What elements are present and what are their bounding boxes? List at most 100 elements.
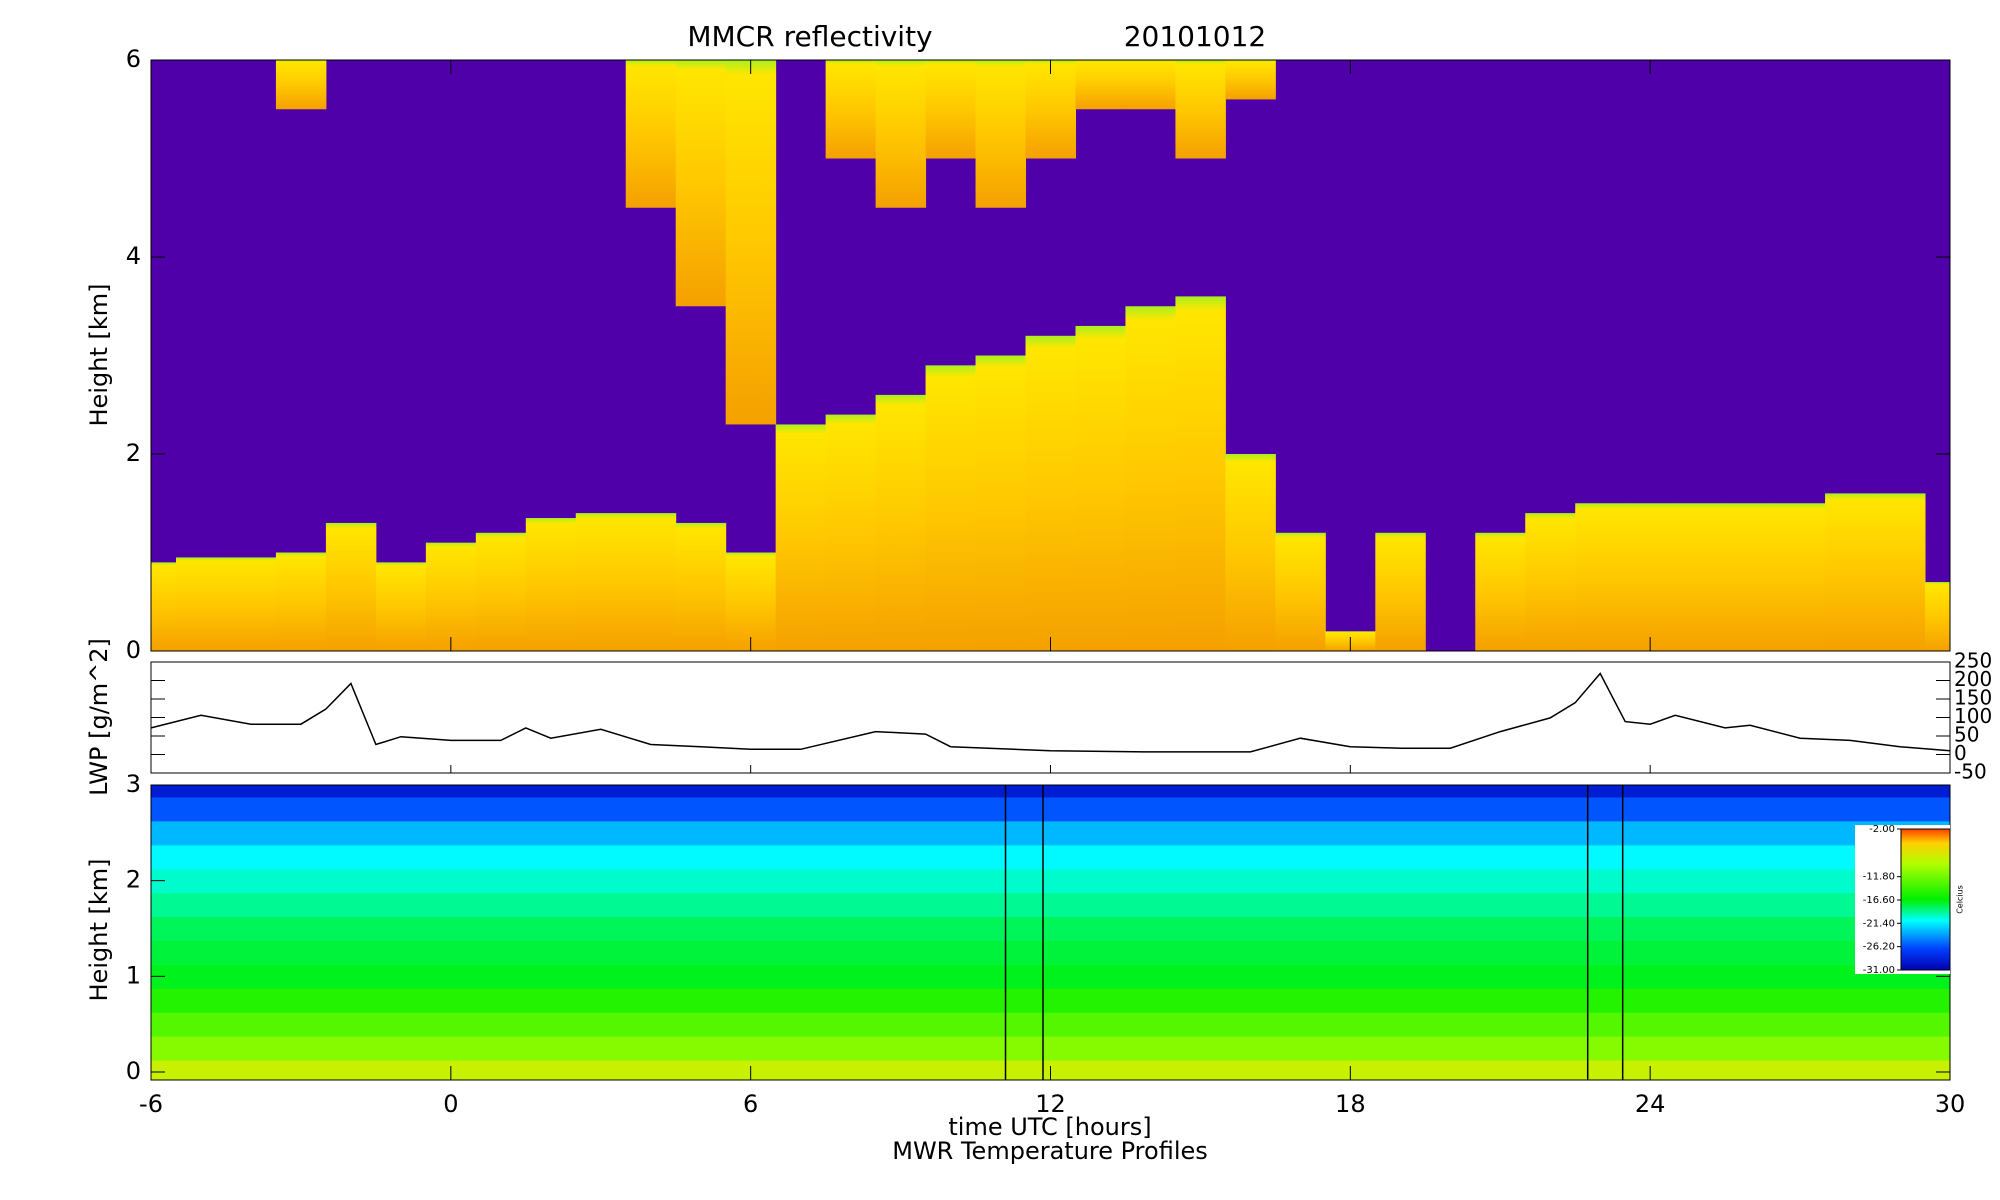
cloud-column	[1275, 532, 1326, 651]
cloud-column	[825, 414, 877, 651]
x-tick-label: -6	[139, 1090, 163, 1118]
y2-tick-label: 250	[1954, 649, 1992, 673]
cloud-column	[1375, 532, 1426, 651]
cloud-column	[1175, 296, 1226, 651]
temperature-band	[151, 868, 1950, 894]
temperature-band	[151, 964, 1950, 989]
colorbar-label: Celcius	[1956, 885, 1965, 914]
x-tick-label: 6	[743, 1090, 758, 1118]
y-tick-label: 2	[126, 866, 141, 894]
cloud-column	[425, 542, 477, 651]
cloud-column	[275, 552, 327, 651]
frame	[150, 661, 1951, 774]
cloud-column	[875, 394, 927, 651]
colorbar-tick-label: -11.80	[1863, 872, 1895, 883]
cloud-column	[675, 522, 727, 651]
axes: 0246-500501001502002500123-2.00-11.80-16…	[126, 45, 1992, 1118]
cloud-column	[975, 355, 1027, 651]
cloud-column	[151, 562, 177, 651]
temperature-band	[151, 916, 1950, 941]
temperature-band	[151, 785, 1950, 798]
colorbar-tick-label: -2.00	[1869, 824, 1895, 835]
lwp-line	[150, 672, 1951, 753]
y-axis-label: Height [km]	[85, 284, 113, 427]
colorbar-tick-label: -21.40	[1863, 918, 1895, 929]
cloud-column	[1075, 60, 1126, 110]
cloud-column	[775, 424, 827, 651]
temperature-band	[151, 940, 1950, 965]
y2-tick-label: 50	[1954, 723, 1979, 747]
y2-tick-label: 0	[1954, 741, 1967, 765]
y2-tick-label: 150	[1954, 686, 1992, 710]
temperature-band	[151, 1012, 1950, 1037]
cloud-column	[525, 518, 577, 651]
y-tick-label: 4	[126, 242, 141, 270]
cloud-column	[875, 60, 927, 208]
cloud-column	[725, 60, 777, 425]
cloud-column	[1725, 503, 1776, 651]
colorbar-tick-label: -31.00	[1863, 965, 1895, 976]
y-tick-label: 6	[126, 45, 141, 73]
cloud-column	[1075, 325, 1126, 651]
cloud-column	[1225, 454, 1276, 651]
x-tick-label: 18	[1335, 1090, 1366, 1118]
cloud-column	[1525, 513, 1576, 651]
y2-tick-label: 200	[1954, 667, 1992, 691]
cloud-column	[1825, 493, 1876, 651]
cloud-column	[475, 532, 527, 651]
cloud-column	[1875, 493, 1926, 651]
cloud-column	[1125, 60, 1176, 110]
temperature-band	[151, 820, 1950, 846]
cloud-column	[725, 552, 777, 651]
chart-date: 20101012	[1124, 20, 1267, 53]
cloud-column	[1675, 503, 1726, 651]
temperature-panel	[151, 785, 1950, 1080]
cloud-column	[1025, 335, 1076, 651]
cloud-column	[175, 557, 227, 651]
x-tick-label: 12	[1035, 1090, 1066, 1118]
cloud-column	[1925, 582, 1950, 651]
cloud-column	[1475, 532, 1526, 651]
cloud-column	[625, 60, 677, 208]
cloud-column	[925, 60, 977, 159]
y-tick-label: 0	[126, 1057, 141, 1085]
cloud-column	[1225, 60, 1276, 100]
cloud-column	[1625, 503, 1676, 651]
colorbar-tick-label: -16.60	[1863, 895, 1895, 906]
cloud-column	[575, 513, 627, 651]
cloud-column	[925, 365, 977, 651]
y-tick-label: 0	[126, 636, 141, 664]
cloud-column	[225, 557, 277, 651]
cloud-column	[1775, 503, 1826, 651]
colorbar-tick-label: -26.20	[1863, 942, 1895, 953]
temperature-band	[151, 1036, 1950, 1061]
y-axis-label: LWP [g/m^2]	[85, 638, 113, 796]
y-tick-label: 3	[126, 770, 141, 798]
reflectivity-panel	[151, 60, 1950, 651]
cloud-column	[1175, 60, 1226, 159]
x-tick-label: 30	[1935, 1090, 1966, 1118]
y2-tick-label: -50	[1954, 760, 1987, 784]
cloud-column	[375, 562, 427, 651]
y-tick-label: 2	[126, 439, 141, 467]
x-tick-label: 0	[443, 1090, 458, 1118]
x-tick-label: 24	[1635, 1090, 1666, 1118]
chart-title: MMCR reflectivity	[687, 20, 932, 53]
cloud-column	[325, 522, 377, 651]
cloud-column	[625, 513, 677, 651]
cloud-column	[1125, 306, 1176, 651]
bottom-subtitle: MWR Temperature Profiles	[892, 1137, 1208, 1165]
cloud-column	[975, 60, 1027, 208]
y-tick-label: 1	[126, 961, 141, 989]
y-axis-label: Height [km]	[85, 859, 113, 1002]
temperature-band	[151, 988, 1950, 1013]
cloud-column	[675, 60, 727, 307]
cloud-column	[275, 60, 327, 110]
colorbar	[1900, 828, 1951, 971]
cloud-column	[1575, 503, 1626, 651]
y2-tick-label: 100	[1954, 704, 1992, 728]
x-axis-label: time UTC [hours]	[948, 1113, 1151, 1141]
temperature-band	[151, 796, 1950, 822]
